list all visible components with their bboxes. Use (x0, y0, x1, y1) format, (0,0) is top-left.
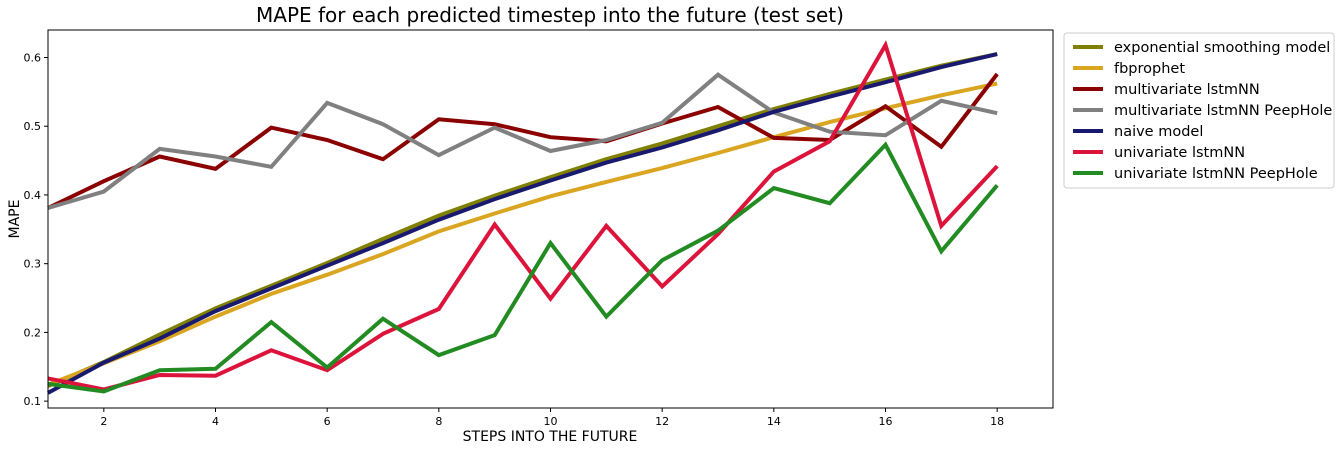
x-axis: 2 4 6 8 10 12 14 16 18 (100, 408, 1004, 428)
y-tick-label: 0.3 (24, 258, 42, 271)
y-tick-label: 0.2 (24, 326, 42, 339)
x-tick-label: 14 (767, 415, 781, 428)
series-line-1 (47, 81, 998, 387)
x-axis-label: STEPS INTO THE FUTURE (463, 429, 638, 445)
chart-title: MAPE for each predicted timestep into th… (256, 3, 844, 27)
legend-label-3: multivariate lstmNN PeepHole (1114, 103, 1332, 119)
y-tick-label: 0.4 (24, 189, 42, 202)
legend-frame (1063, 32, 1335, 189)
series-layer (47, 40, 999, 395)
y-tick-label: 0.6 (24, 51, 42, 64)
series-line-4 (47, 52, 998, 395)
x-tick-label: 4 (212, 415, 219, 428)
legend-label-6: univariate lstmNN PeepHole (1114, 166, 1318, 182)
x-tick-label: 18 (990, 415, 1004, 428)
x-tick-label: 8 (435, 415, 442, 428)
legend-label-1: fbprophet (1114, 61, 1185, 77)
y-tick-label: 0.5 (24, 120, 42, 133)
series-line-2 (47, 72, 999, 210)
y-tick-label: 0.1 (24, 395, 42, 408)
y-axis-label: MAPE (7, 200, 23, 239)
legend-label-5: univariate lstmNN (1114, 145, 1245, 161)
x-tick-label: 2 (100, 415, 107, 428)
legend-label-0: exponential smoothing model (1114, 40, 1330, 56)
legend-label-4: naive model (1114, 124, 1203, 140)
legend-label-2: multivariate lstmNN (1114, 82, 1260, 98)
plot-frame (47, 29, 1054, 409)
series-line-5 (47, 40, 999, 392)
series-line-3 (47, 72, 998, 210)
x-tick-label: 6 (324, 415, 331, 428)
x-tick-label: 12 (655, 415, 669, 428)
y-axis: 0.1 0.2 0.3 0.4 0.5 0.6 (24, 51, 48, 408)
series-line-0 (47, 52, 998, 388)
x-tick-label: 10 (544, 415, 558, 428)
x-tick-label: 16 (879, 415, 893, 428)
series-line-6 (47, 141, 999, 394)
legend: exponential smoothing model fbprophet mult… (1063, 32, 1335, 189)
